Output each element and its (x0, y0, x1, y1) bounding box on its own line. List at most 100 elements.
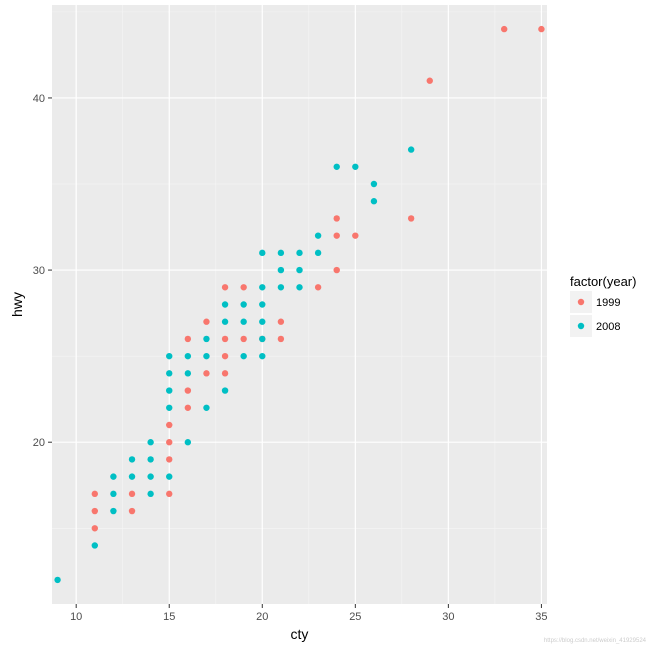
data-point-2008 (128, 473, 136, 480)
data-point-1999 (333, 232, 340, 239)
plot-panel (52, 5, 547, 604)
data-point-2008 (296, 284, 303, 291)
data-point-1999 (221, 335, 229, 343)
data-point-1999 (166, 490, 173, 498)
data-point-1999 (426, 77, 433, 84)
data-point-2008 (370, 198, 378, 205)
x-axis: 10 15 20 25 30 35 (70, 604, 548, 623)
data-point-2008 (110, 490, 117, 498)
data-point-1999 (221, 370, 229, 377)
y-tick-label: 30 (33, 265, 45, 277)
data-point-2008 (352, 163, 359, 170)
data-point-2008 (184, 352, 192, 360)
legend-label-1999: 1999 (596, 297, 620, 309)
data-point-1999 (500, 25, 508, 33)
data-point-1999 (166, 456, 173, 463)
data-point-2008 (333, 163, 340, 170)
data-point-2008 (259, 335, 266, 343)
data-point-2008 (259, 301, 266, 308)
data-point-2008 (296, 249, 303, 257)
x-tick-label: 30 (442, 611, 454, 623)
data-point-2008 (166, 404, 173, 411)
data-point-1999 (277, 335, 285, 343)
data-point-1999 (333, 266, 340, 274)
data-point-2008 (203, 404, 210, 411)
data-point-2008 (296, 266, 303, 274)
data-point-2008 (277, 249, 285, 257)
x-tick-label: 35 (535, 611, 547, 623)
data-point-2008 (166, 387, 173, 394)
data-point-1999 (184, 335, 192, 343)
data-point-2008 (277, 266, 285, 274)
data-point-2008 (314, 249, 322, 257)
data-point-2008 (166, 352, 173, 360)
data-point-2008 (147, 456, 154, 463)
data-point-2008 (259, 318, 266, 325)
x-tick-label: 25 (349, 611, 361, 623)
data-point-1999 (91, 525, 99, 532)
data-point-2008 (240, 301, 247, 308)
data-point-2008 (91, 542, 99, 549)
data-point-2008 (314, 232, 322, 239)
data-point-2008 (240, 352, 247, 360)
y-tick-label: 40 (33, 93, 45, 105)
data-point-1999 (203, 318, 210, 325)
data-point-2008 (54, 576, 61, 584)
data-point-2008 (259, 352, 266, 360)
data-point-1999 (277, 318, 285, 325)
data-point-2008 (221, 387, 229, 394)
data-point-2008 (110, 507, 117, 515)
x-tick-label: 15 (163, 611, 175, 623)
legend-marker-2008 (577, 322, 585, 330)
y-axis-title: hwy (9, 292, 25, 317)
data-point-1999 (166, 421, 173, 429)
x-axis-title: cty (291, 626, 309, 642)
data-point-1999 (333, 215, 340, 222)
data-point-2008 (166, 473, 173, 480)
data-point-1999 (166, 439, 173, 446)
data-point-1999 (184, 387, 192, 394)
y-tick-label: 20 (33, 437, 45, 449)
watermark: https://blog.csdn.net/weixin_41929524 (544, 638, 647, 644)
y-axis: 20 30 40 (33, 93, 52, 449)
data-point-1999 (352, 232, 359, 239)
data-point-2008 (184, 439, 192, 446)
data-point-2008 (407, 146, 415, 153)
legend: factor(year) 1999 2008 (570, 274, 636, 337)
data-point-1999 (240, 284, 247, 291)
data-point-2008 (203, 352, 210, 360)
data-point-1999 (91, 507, 99, 515)
data-point-2008 (147, 473, 154, 480)
data-point-2008 (259, 249, 266, 257)
data-point-1999 (128, 490, 136, 498)
data-point-1999 (314, 284, 322, 291)
data-point-1999 (221, 284, 229, 291)
data-point-2008 (147, 439, 154, 446)
minor-gridlines (52, 5, 547, 604)
data-point-2008 (203, 335, 210, 343)
x-tick-label: 20 (256, 611, 268, 623)
data-point-2008 (221, 301, 229, 308)
data-points (54, 25, 545, 584)
legend-label-2008: 2008 (596, 321, 620, 333)
data-point-2008 (128, 456, 136, 463)
data-point-2008 (221, 318, 229, 325)
data-point-1999 (240, 335, 247, 343)
data-point-2008 (147, 490, 154, 498)
data-point-2008 (110, 473, 117, 480)
data-point-1999 (221, 352, 229, 360)
x-tick-label: 10 (70, 611, 82, 623)
data-point-2008 (259, 284, 266, 291)
legend-marker-1999 (577, 298, 585, 306)
data-point-2008 (240, 318, 247, 325)
data-point-2008 (277, 284, 285, 291)
data-point-2008 (166, 370, 173, 377)
data-point-1999 (203, 370, 210, 377)
data-point-1999 (184, 404, 192, 411)
data-point-1999 (128, 507, 136, 515)
data-point-2008 (184, 370, 192, 377)
legend-title: factor(year) (570, 274, 636, 289)
data-point-1999 (538, 25, 545, 33)
data-point-1999 (91, 490, 99, 498)
